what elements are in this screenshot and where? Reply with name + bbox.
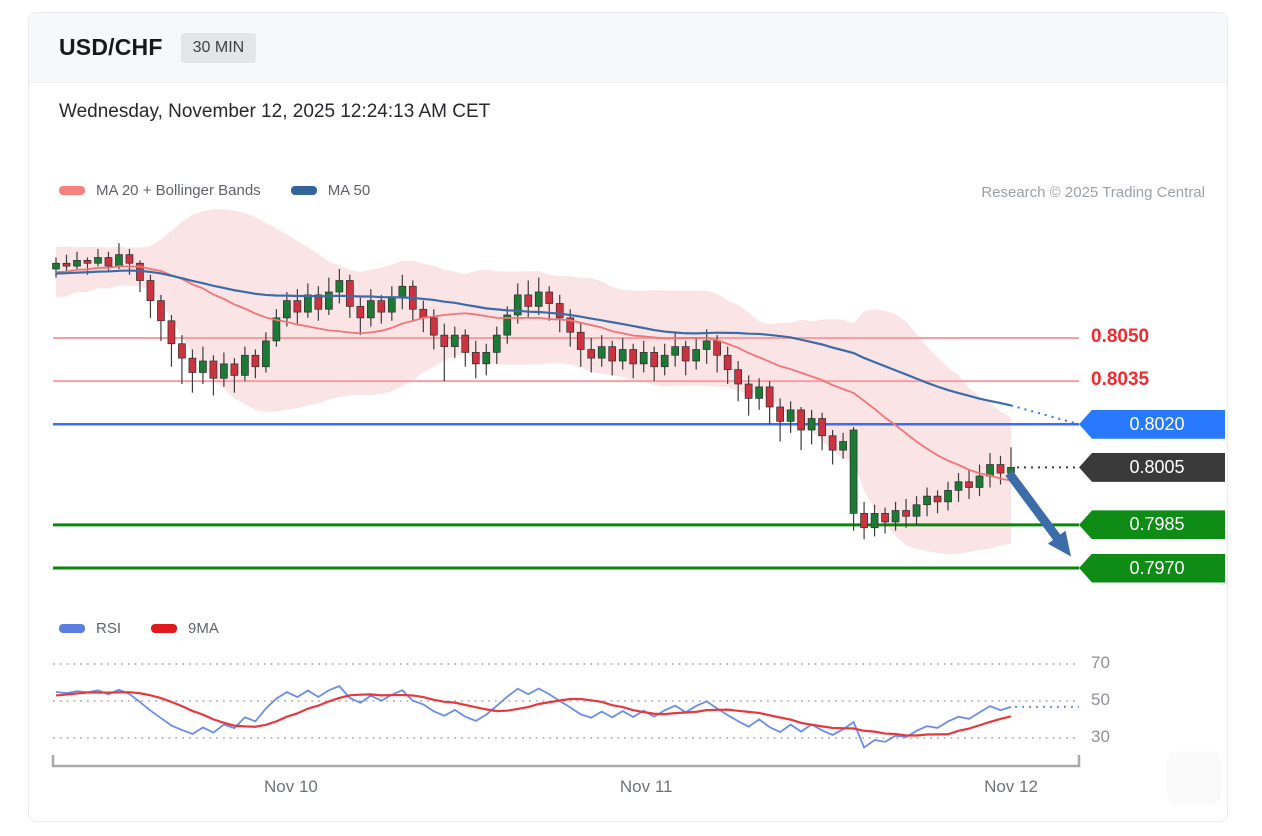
attribution-text: Research © 2025 Trading Central [981, 184, 1205, 201]
rsi-legend-label: RSI [96, 620, 122, 637]
pivot-level-badge: 0.8020 [1079, 409, 1225, 439]
resistance-level-label: 0.8035 [1091, 369, 1150, 391]
rsi-tick-30: 30 [1091, 727, 1110, 746]
ma20-bollinger-legend-label: MA 20 + Bollinger Bands [96, 182, 261, 199]
rsi-tick-50: 50 [1091, 690, 1110, 709]
symbol-title: USD/CHF [59, 34, 163, 60]
timeframe-badge: 30 MIN [180, 32, 257, 63]
rsi-9ma-legend-label: 9MA [188, 620, 219, 637]
resistance-level-label: 0.8050 [1091, 326, 1150, 347]
ma20-bollinger-swatch-icon [59, 186, 85, 195]
price-legend: MA 20 + Bollinger Bands MA 50 [59, 182, 400, 199]
rsi-tick-70: 70 [1091, 653, 1110, 672]
provider-watermark [1167, 751, 1221, 805]
last-price-badge: 0.8005 [1079, 452, 1225, 482]
x-axis-label-nov11: Nov 11 [619, 777, 673, 796]
support-level-badge: 0.7985 [1079, 510, 1225, 540]
x-axis-label-nov12: Nov 12 [984, 777, 1038, 796]
rsi-legend: RSI 9MA [59, 620, 249, 637]
chart-timestamp: Wednesday, November 12, 2025 12:24:13 AM… [59, 101, 491, 122]
rsi-9ma-swatch-icon [151, 624, 178, 633]
chart-header: USD/CHF 30 MIN [29, 13, 1227, 83]
rsi-swatch-icon [59, 624, 85, 633]
support-level-badge: 0.7970 [1079, 553, 1225, 583]
x-axis-label-nov10: Nov 10 [263, 777, 318, 796]
ma50-swatch-icon [290, 186, 317, 195]
price-and-rsi-chart [51, 209, 1081, 768]
ma50-legend-label: MA 50 [327, 182, 371, 199]
chart-card: USD/CHF 30 MIN Wednesday, November 12, 2… [28, 12, 1228, 822]
